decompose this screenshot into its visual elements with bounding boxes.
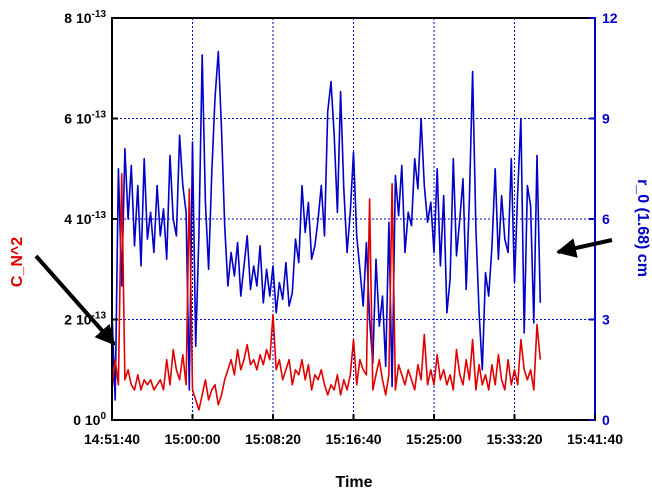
left-tick-label: 6 10-13 — [64, 110, 106, 127]
left-tick-label: 4 10-13 — [64, 210, 106, 227]
right-axis: 0 3 6 9 12 — [589, 10, 618, 428]
x-tick-label: 15:33:20 — [486, 431, 542, 447]
left-tick-label: 0 100 — [73, 411, 106, 428]
right-tick-label: 9 — [602, 111, 610, 127]
right-tick-label: 6 — [602, 211, 610, 227]
left-annotation-arrow — [34, 254, 116, 346]
x-tick-label: 15:08:20 — [245, 431, 301, 447]
x-axis-label: Time — [335, 474, 372, 491]
right-axis-label: r_0 (1.68) cm — [634, 179, 651, 277]
left-axis-label: C_N^2 — [9, 237, 26, 287]
x-tick-label: 14:51:40 — [84, 431, 140, 447]
x-tick-label: 15:16:40 — [325, 431, 381, 447]
left-tick-label: 2 10-13 — [64, 311, 106, 328]
series-line-r0 — [111, 50, 542, 401]
series-layer — [111, 50, 542, 411]
x-tick-label: 15:41:40 — [567, 431, 623, 447]
x-tick-label: 15:25:00 — [406, 431, 462, 447]
grid-lines — [112, 18, 595, 420]
right-tick-label: 3 — [602, 312, 610, 328]
x-tick-label: 15:00:00 — [164, 431, 220, 447]
series-line-cn2 — [111, 173, 542, 411]
right-annotation-arrow — [556, 238, 613, 258]
right-tick-label: 0 — [602, 412, 610, 428]
right-tick-label: 12 — [602, 10, 618, 26]
left-tick-label: 8 10-13 — [64, 9, 106, 26]
x-axis: 14:51:40 15:00:00 15:08:20 15:16:40 15:25:00… — [84, 414, 623, 447]
left-axis: 0 100 2 10-13 4 10-13 6 10-13 8 10-13 — [64, 9, 118, 428]
